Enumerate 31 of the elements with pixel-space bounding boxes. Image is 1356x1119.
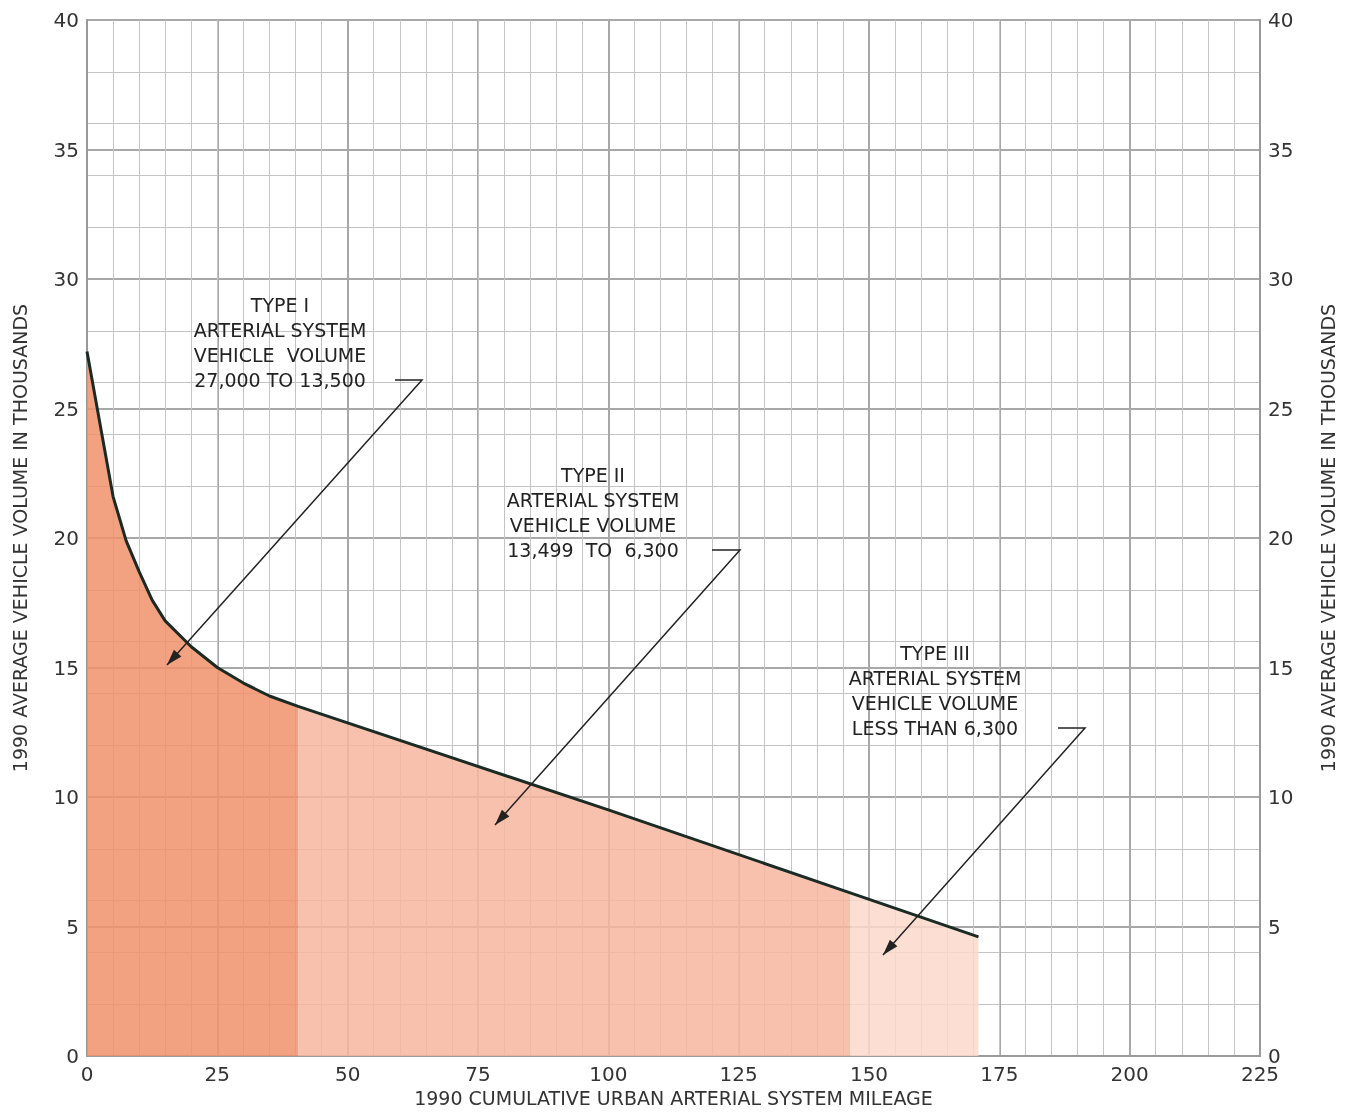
x-tick-label: 175 — [980, 1062, 1019, 1086]
y2-tick-label: 20 — [1268, 526, 1294, 550]
x-tick-label: 125 — [719, 1062, 758, 1086]
y-tick-label: 0 — [66, 1044, 79, 1068]
x-tick-label: 25 — [204, 1062, 231, 1086]
x-axis-title: 1990 CUMULATIVE URBAN ARTERIAL SYSTEM MILEAGE — [414, 1087, 933, 1110]
y-tick-label: 5 — [66, 914, 79, 939]
y-tick-label: 25 — [53, 396, 79, 421]
y-tick-label: 30 — [53, 267, 79, 291]
x-tick-label: 150 — [849, 1062, 889, 1086]
x-tick-label: 200 — [1110, 1062, 1149, 1086]
y-tick-label: 20 — [53, 526, 79, 550]
y-tick-label: 15 — [53, 655, 79, 680]
annotation: TYPE II ARTERIAL SYSTEM VEHICLE VOLUME 13,499 TO 6,300 — [506, 463, 680, 561]
annotation: TYPE I ARTERIAL SYSTEM VEHICLE VOLUME 27,000 TO 13,500 — [193, 293, 367, 391]
x-tick-label: 50 — [334, 1062, 361, 1086]
y2-tick-label: 15 — [1268, 655, 1294, 680]
y2-tick-label: 35 — [1268, 137, 1294, 162]
y-tick-label: 10 — [53, 785, 79, 809]
x-tick-label: 100 — [589, 1062, 628, 1086]
y-axis-title: 1990 AVERAGE VEHICLE VOLUME IN THOUSANDS — [8, 303, 31, 773]
annotation: TYPE III ARTERIAL SYSTEM VEHICLE VOLUME LESS THAN 6,300 — [848, 641, 1022, 739]
y2-tick-label: 25 — [1268, 396, 1294, 421]
y2-axis-title: 1990 AVERAGE VEHICLE VOLUME IN THOUSANDS — [1316, 303, 1339, 773]
y2-tick-label: 5 — [1268, 914, 1281, 939]
y-tick-label: 35 — [53, 137, 79, 162]
y2-tick-label: 10 — [1268, 785, 1294, 809]
y-tick-label: 40 — [53, 8, 79, 32]
x-tick-label: 75 — [465, 1062, 491, 1086]
y2-tick-label: 30 — [1268, 267, 1294, 291]
y2-tick-label: 40 — [1268, 8, 1294, 32]
